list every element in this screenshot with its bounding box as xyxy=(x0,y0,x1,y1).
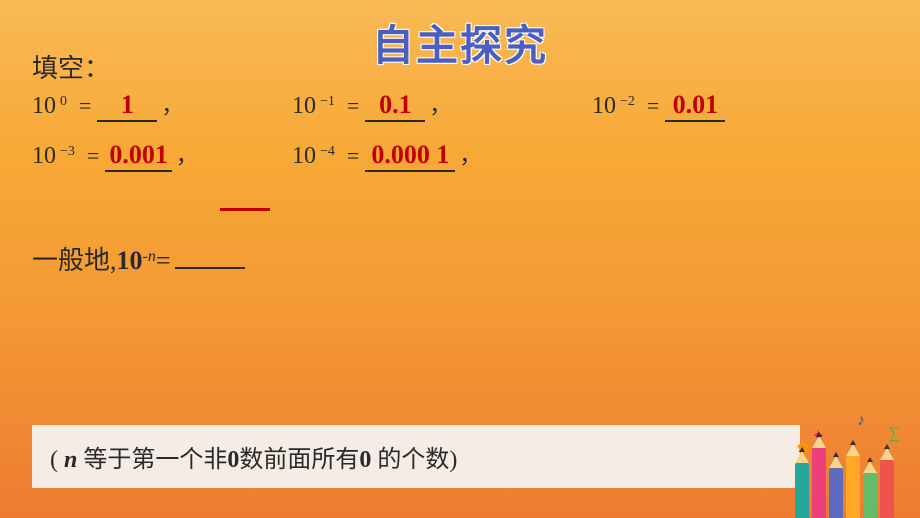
exercise-item: 10 −3 = 0.001 ， xyxy=(32,138,292,172)
equals-sign: = xyxy=(79,93,91,119)
slide-title: 自主探究 xyxy=(0,0,920,73)
red-underline xyxy=(220,208,270,211)
note-text: 数前面所有 xyxy=(239,447,359,473)
comma: ， xyxy=(429,88,451,120)
answer-value: 0.1 xyxy=(365,90,425,122)
base-number: 10 xyxy=(32,93,56,120)
pencil-icon xyxy=(846,456,860,518)
exercise-item: 10 0 = 1 ， xyxy=(32,88,292,122)
exercise-row-2: 10 −3 = 0.001 ， 10 −4 = 0.000 1 ， xyxy=(32,138,888,172)
formula-equals: = xyxy=(156,246,171,276)
answer-value: 1 xyxy=(97,90,157,122)
note-zero: 0 xyxy=(359,447,371,473)
pencils-decoration: ✦ ♪ ∑ ✿ xyxy=(790,418,920,518)
pencil-icon xyxy=(829,468,843,518)
exponent: −2 xyxy=(620,94,635,110)
comma: ， xyxy=(161,88,183,120)
answer-value: 0.001 xyxy=(105,140,172,172)
exponent: −4 xyxy=(320,144,335,160)
general-prefix: 一般地, xyxy=(32,240,117,277)
comma: ， xyxy=(176,138,198,170)
equals-sign: = xyxy=(647,93,659,119)
note-box: ( n 等于第一个非0数前面所有0 的个数) xyxy=(32,425,800,488)
formula-base: 10 xyxy=(117,246,143,276)
exponent: −3 xyxy=(60,144,75,160)
pencil-icon xyxy=(812,448,826,518)
general-formula: 一般地, 10 -n = xyxy=(32,240,245,277)
formula-exponent: -n xyxy=(143,248,156,266)
answer-value: 0.000 1 xyxy=(365,140,455,172)
note-text: 等于第一个非 xyxy=(77,447,227,473)
base-number: 10 xyxy=(32,143,56,170)
exercise-item: 10 −4 = 0.000 1 ， xyxy=(292,138,481,172)
blank-underline xyxy=(175,267,245,269)
note-text: 的个数) xyxy=(371,447,457,473)
note-variable: n xyxy=(64,447,77,473)
note-open: ( xyxy=(50,447,64,473)
equals-sign: = xyxy=(347,143,359,169)
exercises-container: 10 0 = 1 ， 10 −1 = 0.1 ， 10 −2 = 0.01 10… xyxy=(32,88,888,188)
exponent: −1 xyxy=(320,94,335,110)
base-number: 10 xyxy=(292,143,316,170)
note-zero: 0 xyxy=(227,447,239,473)
pencil-icon xyxy=(880,460,894,518)
exercise-item: 10 −2 = 0.01 xyxy=(592,90,725,122)
exercise-row-1: 10 0 = 1 ， 10 −1 = 0.1 ， 10 −2 = 0.01 xyxy=(32,88,888,122)
equals-sign: = xyxy=(347,93,359,119)
base-number: 10 xyxy=(592,93,616,120)
answer-value: 0.01 xyxy=(665,90,725,122)
pencil-icon xyxy=(795,463,809,518)
exponent: 0 xyxy=(60,94,67,110)
deco-icon: ♪ xyxy=(857,412,865,430)
fill-blanks-label: 填空： xyxy=(32,48,110,85)
exercise-item: 10 −1 = 0.1 ， xyxy=(292,88,592,122)
equals-sign: = xyxy=(87,143,99,169)
base-number: 10 xyxy=(292,93,316,120)
pencil-icon xyxy=(863,473,877,518)
deco-icon: ∑ xyxy=(889,425,900,443)
comma: ， xyxy=(459,138,481,170)
